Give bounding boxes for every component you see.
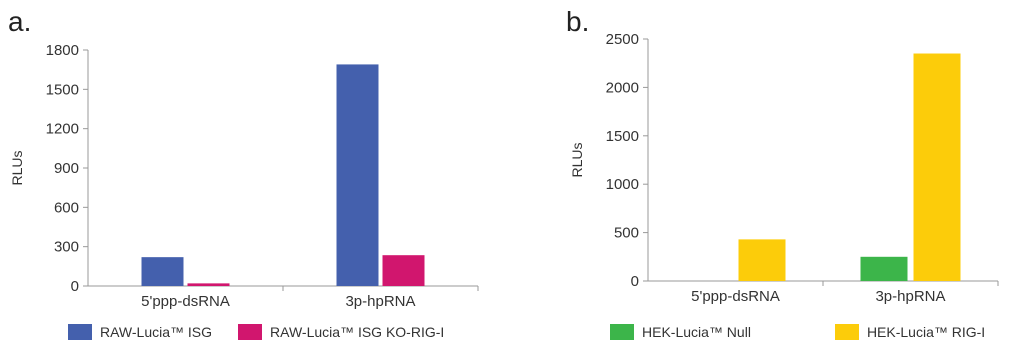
y-tick-label: 2000 xyxy=(606,79,639,96)
x-tick-label: 3p-hpRNA xyxy=(345,293,415,310)
chart-a: 0 300 600 900 1200 1500 1800 RLUs 5'ppp-dsRNA 3p-… xyxy=(9,42,479,310)
bar-series-1 xyxy=(336,64,379,286)
chart-panel-a: a. 0 300 600 900 1200 1500 1800 RLUs 5'ppp-dsRNA… xyxy=(8,6,479,340)
y-tick-label: 600 xyxy=(54,199,79,216)
y-axis-label: RLUs xyxy=(9,150,25,185)
y-axis-label: RLUs xyxy=(569,142,585,177)
legend-swatch-b-1 xyxy=(834,324,859,340)
x-tick-label: 5'ppp-dsRNA xyxy=(141,293,230,310)
y-tick-label: 0 xyxy=(71,278,79,295)
bar-series-1 xyxy=(860,256,908,281)
bar-series-2 xyxy=(382,255,425,286)
legend-label-a-0: RAW-Lucia™ ISG xyxy=(100,324,213,340)
legend-a: RAW-Lucia™ ISG RAW-Lucia™ ISG KO-RIG-I xyxy=(68,324,444,340)
bar-series-1 xyxy=(141,257,184,286)
y-tick-label: 0 xyxy=(631,273,639,290)
x-tick-label: 5'ppp-dsRNA xyxy=(691,288,780,305)
legend-swatch-b-0 xyxy=(610,324,634,340)
x-tick-label: 3p-hpRNA xyxy=(875,288,945,305)
y-tick-label: 300 xyxy=(54,239,79,256)
y-tick-label: 1500 xyxy=(606,128,639,145)
chart-panel-b: b. 0 500 1000 1500 2000 2500 RLUs 5'ppp-dsRNA 3p… xyxy=(560,0,1020,348)
legend-swatch-a-1 xyxy=(238,324,263,340)
y-tick-label: 2500 xyxy=(606,31,639,48)
y-tick-label: 1500 xyxy=(46,81,79,98)
y-tick-label: 500 xyxy=(614,225,639,242)
panel-label-a: a. xyxy=(8,6,32,37)
y-tick-label: 1200 xyxy=(46,121,79,138)
legend-label-a-1: RAW-Lucia™ ISG KO-RIG-I xyxy=(270,324,445,340)
bar-series-2 xyxy=(913,53,961,281)
legend-label-b-1: HEK-Lucia™ RIG-I xyxy=(866,324,986,340)
legend-b: HEK-Lucia™ Null HEK-Lucia™ RIG-I xyxy=(610,324,985,340)
bar-series-2 xyxy=(738,239,786,281)
y-tick-label: 900 xyxy=(54,160,79,177)
legend-swatch-a-0 xyxy=(68,324,92,340)
legend-label-b-0: HEK-Lucia™ Null xyxy=(642,324,751,340)
y-tick-label: 1000 xyxy=(606,176,639,193)
panel-label-b: b. xyxy=(566,6,590,37)
chart-b: 0 500 1000 1500 2000 2500 RLUs 5'ppp-dsRNA 3p-hp… xyxy=(569,31,999,305)
bar-series-2 xyxy=(187,283,230,286)
y-tick-label: 1800 xyxy=(46,42,79,59)
